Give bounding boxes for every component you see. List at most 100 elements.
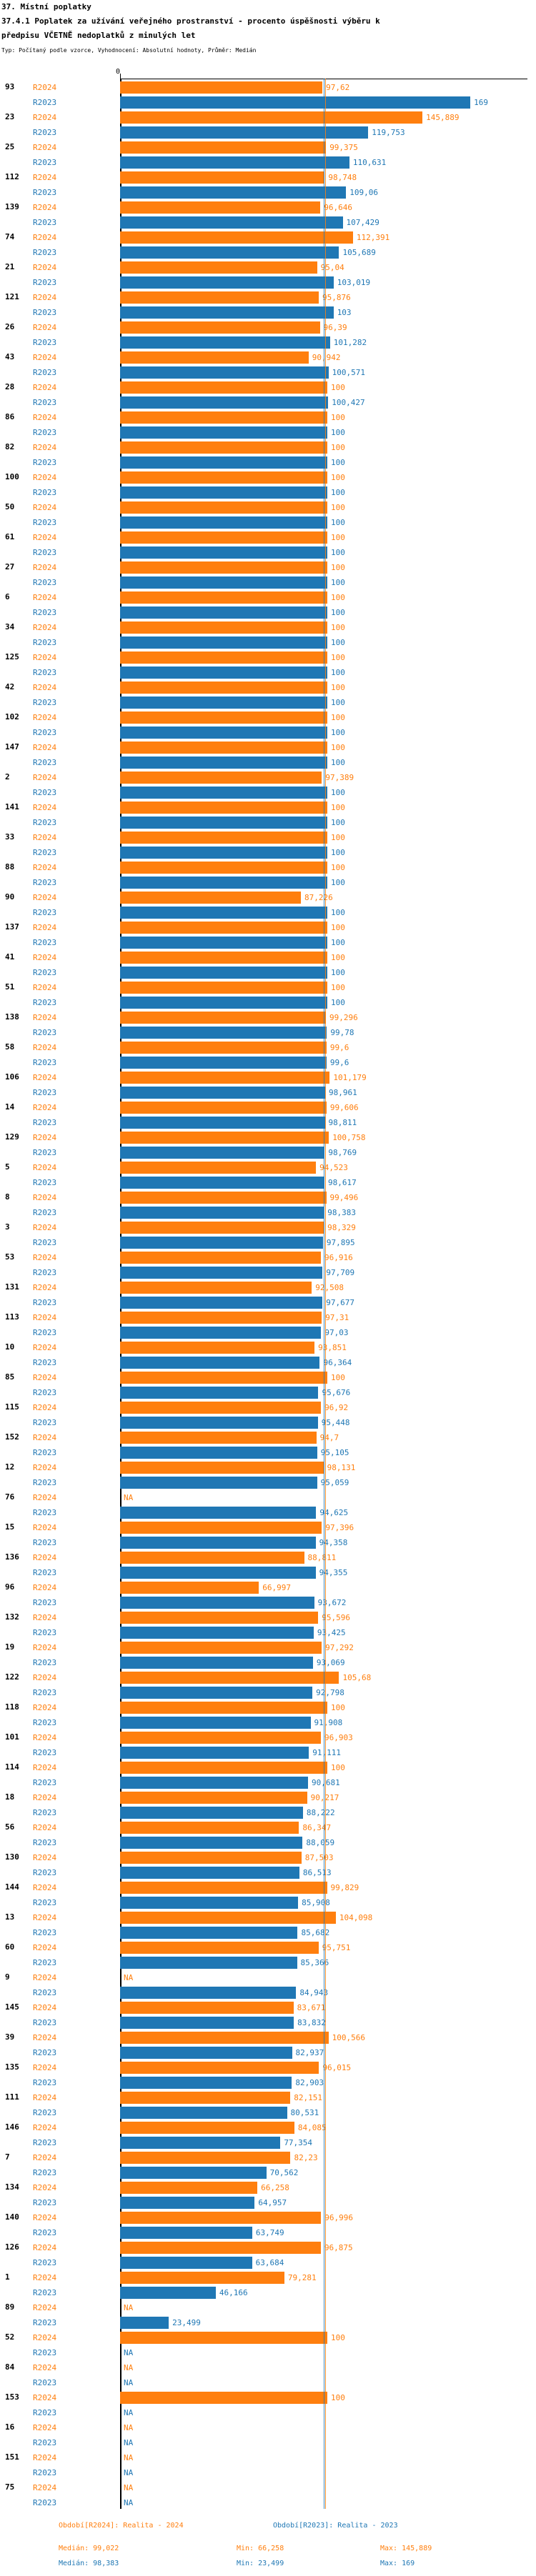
group-row: 146 R2024 84,085 R2023 77,354 (0, 2119, 536, 2149)
x-axis-zero-tick (120, 74, 121, 79)
group-row: 137 R2024 100 R2023 100 (0, 919, 536, 949)
series-label-r2023: R2023 (33, 308, 57, 317)
bar-r2024 (120, 802, 327, 814)
value-label-r2024: 100 (331, 803, 345, 812)
value-label-r2023: 100 (331, 728, 345, 737)
value-label-r2024: 100 (331, 833, 345, 842)
group-row: 12 R2024 98,131 R2023 95,059 (0, 1459, 536, 1489)
bar-r2023 (120, 1657, 313, 1669)
bar-r2024 (120, 1672, 339, 1684)
series-label-r2024: R2024 (33, 473, 57, 482)
value-label-r2023: 97,677 (326, 1298, 354, 1307)
series-label-r2024: R2024 (33, 2213, 57, 2222)
series-label-r2023: R2023 (33, 878, 57, 887)
value-label-r2024: 100 (331, 1703, 345, 1712)
series-label-r2024: R2024 (33, 173, 57, 182)
value-label-r2024: 94,7 (319, 1433, 339, 1442)
series-label-r2023: R2023 (33, 1298, 57, 1307)
group-label: 100 (5, 472, 19, 481)
bar-r2023 (120, 516, 327, 529)
group-row: 43 R2024 90,942 R2023 100,571 (0, 349, 536, 379)
bar-r2024 (120, 742, 327, 754)
value-label-r2024: NA (124, 2363, 134, 2372)
series-label-r2023: R2023 (33, 548, 57, 557)
series-label-r2024: R2024 (33, 1223, 57, 1232)
bar-r2023 (120, 186, 347, 199)
value-label-r2024: 99,296 (329, 1013, 358, 1022)
value-label-r2023: 92,798 (316, 1688, 344, 1697)
bar-r2024 (120, 1702, 327, 1714)
bar-r2024 (120, 1192, 327, 1204)
bar-r2024 (120, 1552, 304, 1564)
group-row: 50 R2024 100 R2023 100 (0, 499, 536, 529)
series-label-r2024: R2024 (33, 1673, 57, 1682)
group-label: 5 (5, 1162, 10, 1172)
series-label-r2023: R2023 (33, 788, 57, 797)
bar-r2024 (120, 1372, 327, 1384)
bar-r2023 (120, 576, 327, 589)
series-label-r2023: R2023 (33, 398, 57, 407)
series-label-r2023: R2023 (33, 968, 57, 977)
bar-r2024 (120, 1252, 322, 1264)
bar-r2024 (120, 261, 317, 274)
value-label-r2023: 85,908 (302, 1898, 330, 1907)
group-label: 106 (5, 1072, 19, 1082)
bar-r2023 (120, 1687, 313, 1699)
group-label: 134 (5, 2182, 19, 2192)
value-label-r2024: 95,751 (322, 1943, 351, 1952)
group-label: 28 (5, 382, 15, 391)
group-row: 126 R2024 96,875 R2023 63,684 (0, 2239, 536, 2269)
series-label-r2023: R2023 (33, 638, 57, 647)
series-label-r2023: R2023 (33, 2198, 57, 2207)
group-row: 61 R2024 100 R2023 100 (0, 529, 536, 559)
value-label-r2023: 95,105 (320, 1448, 349, 1457)
group-row: 74 R2024 112,391 R2023 105,689 (0, 229, 536, 259)
group-label: 86 (5, 412, 15, 421)
group-label: 7 (5, 2152, 10, 2162)
group-row: 144 R2024 99,829 R2023 85,908 (0, 1879, 536, 1909)
bar-r2024 (120, 81, 323, 94)
value-label-r2024: 97,389 (325, 773, 354, 782)
bar-r2023 (120, 2017, 294, 2029)
bar-r2024 (120, 1432, 317, 1444)
group-label: 147 (5, 742, 19, 752)
group-row: 58 R2024 99,6 R2023 99,6 (0, 1039, 536, 1069)
group-row: 56 R2024 86,347 R2023 88,059 (0, 1819, 536, 1849)
bar-r2024 (120, 1912, 336, 1924)
value-label-r2023: 100 (331, 698, 345, 707)
value-label-r2023: 94,625 (319, 1508, 349, 1517)
group-label: 8 (5, 1192, 10, 1202)
series-label-r2024: R2024 (33, 1193, 57, 1202)
value-label-r2024: 101,179 (333, 1073, 367, 1082)
value-label-r2023: 100,571 (332, 368, 365, 377)
bar-r2024 (120, 2272, 284, 2284)
value-label-r2024: 84,085 (297, 2123, 327, 2132)
value-label-r2023: 63,749 (255, 2228, 284, 2237)
value-label-r2024: 82,151 (294, 2093, 322, 2102)
value-label-r2024: 94,523 (319, 1163, 348, 1172)
group-label: 111 (5, 2092, 19, 2102)
group-label: 121 (5, 292, 19, 301)
series-label-r2023: R2023 (33, 98, 57, 107)
series-label-r2024: R2024 (33, 2333, 57, 2342)
bar-r2023 (120, 156, 349, 169)
group-label: 125 (5, 652, 19, 662)
group-label: 15 (5, 1522, 15, 1532)
series-label-r2023: R2023 (33, 2258, 57, 2267)
series-label-r2023: R2023 (33, 1418, 57, 1427)
value-label-r2024: NA (124, 2453, 134, 2462)
value-label-r2023: 100 (331, 638, 345, 647)
group-row: 145 R2024 83,671 R2023 83,832 (0, 1999, 536, 2029)
series-label-r2024: R2024 (33, 1343, 57, 1352)
series-label-r2024: R2024 (33, 2003, 57, 2012)
value-label-r2024: 100 (331, 983, 345, 992)
bar-r2024 (120, 471, 327, 484)
bar-r2023 (120, 877, 327, 889)
value-label-r2023: 88,222 (306, 1808, 335, 1817)
bar-r2024 (120, 501, 327, 514)
bar-r2023 (120, 96, 471, 109)
bar-r2023 (120, 306, 334, 319)
series-label-r2024: R2024 (33, 1253, 57, 1262)
value-label-r2023: 98,769 (328, 1148, 357, 1157)
group-row: 23 R2024 145,889 R2023 119,753 (0, 109, 536, 139)
